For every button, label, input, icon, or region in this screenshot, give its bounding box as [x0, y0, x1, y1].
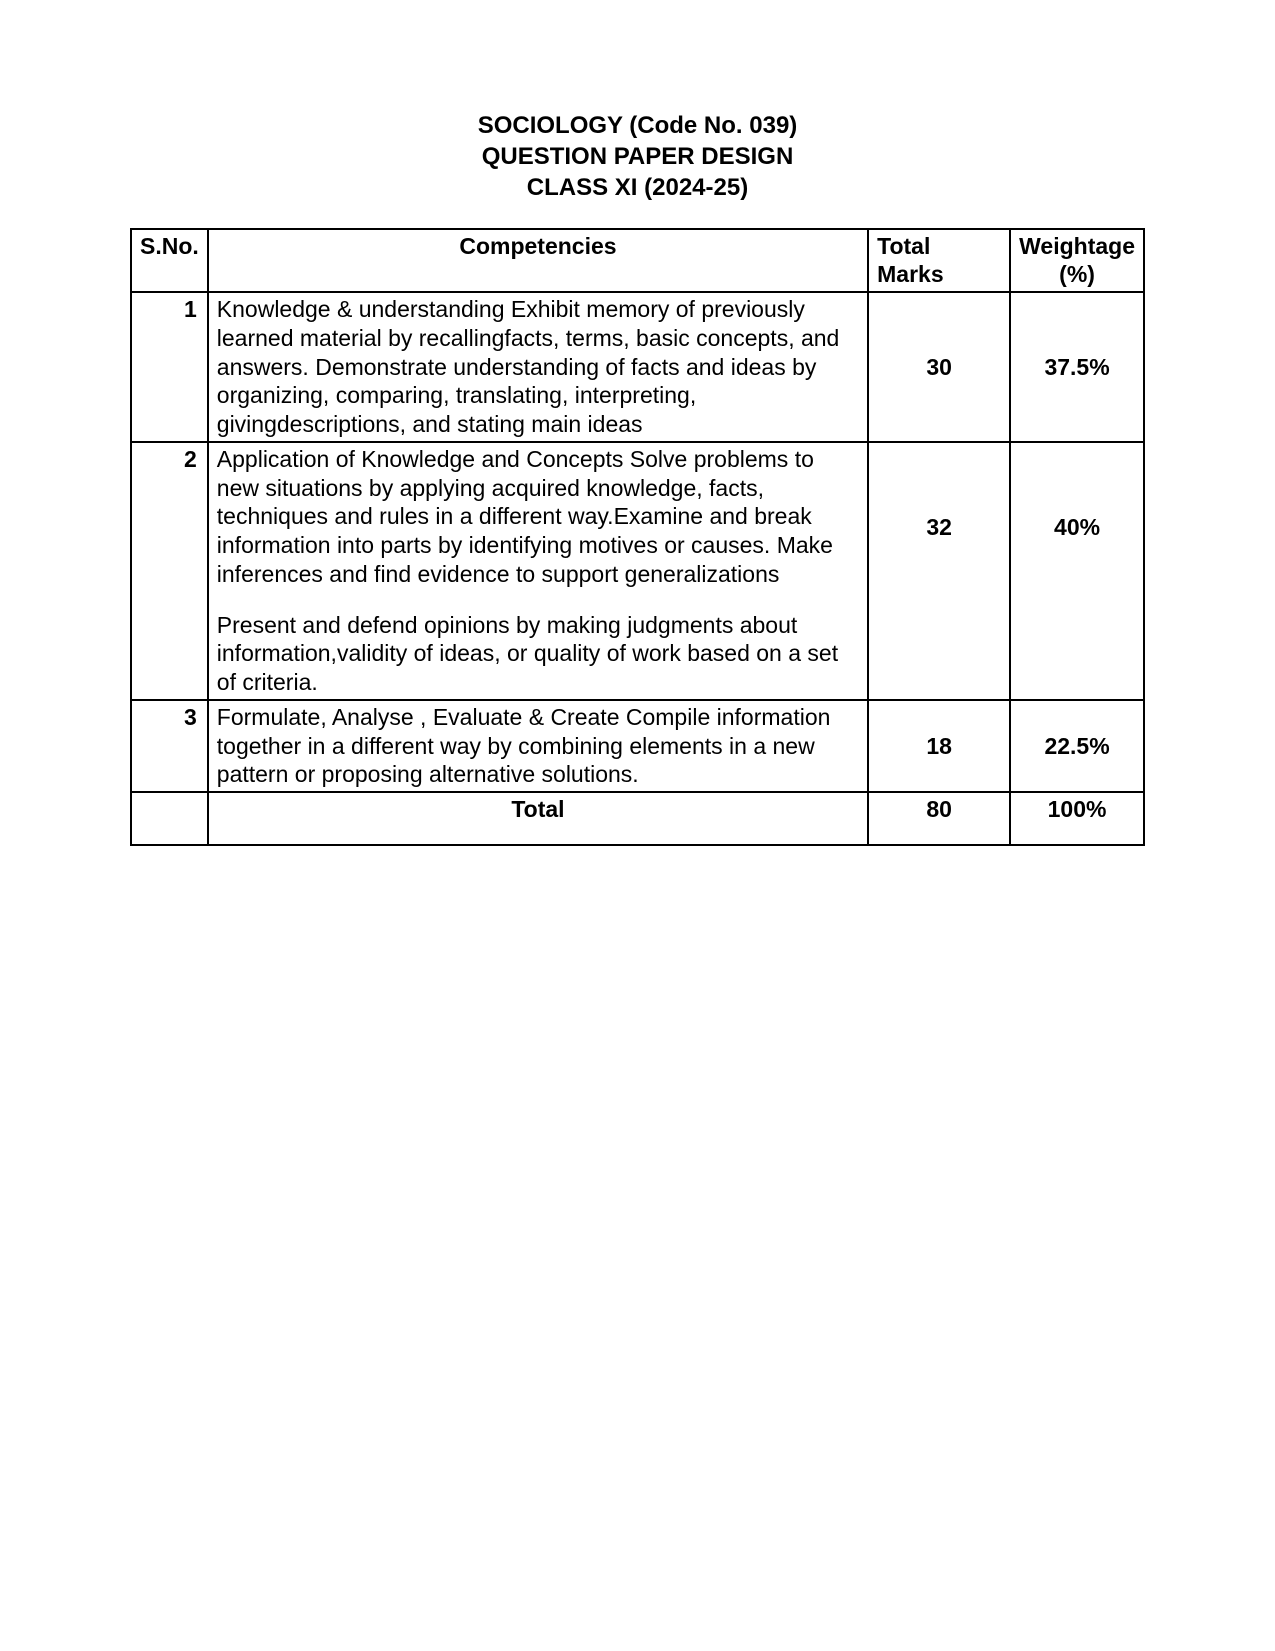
cell-competency: Application of Knowledge and Concepts So…	[208, 442, 868, 700]
cell-weightage: 40%	[1010, 442, 1144, 700]
table-row: 3 Formulate, Analyse , Evaluate & Create…	[131, 700, 1144, 792]
header-marks: Total Marks	[868, 229, 1010, 293]
competency-paragraph: Application of Knowledge and Concepts So…	[217, 446, 833, 587]
cell-sno: 2	[131, 442, 208, 700]
cell-total-weightage: 100%	[1010, 792, 1144, 845]
cell-weightage: 22.5%	[1010, 700, 1144, 792]
header-sno: S.No.	[131, 229, 208, 293]
cell-total-label: Total	[208, 792, 868, 845]
cell-marks: 30	[868, 292, 1010, 442]
cell-weightage: 37.5%	[1010, 292, 1144, 442]
cell-sno-empty	[131, 792, 208, 845]
paragraph-gap	[217, 589, 859, 611]
cell-marks: 32	[868, 442, 1010, 700]
title-line-3: CLASS XI (2024-25)	[130, 172, 1145, 203]
cell-sno: 1	[131, 292, 208, 442]
title-block: SOCIOLOGY (Code No. 039) QUESTION PAPER …	[130, 110, 1145, 204]
header-weightage: Weightage (%)	[1010, 229, 1144, 293]
document-page: SOCIOLOGY (Code No. 039) QUESTION PAPER …	[0, 0, 1275, 846]
table-total-row: Total 80 100%	[131, 792, 1144, 845]
table-header-row: S.No. Competencies Total Marks Weightage…	[131, 229, 1144, 293]
table-row: 2 Application of Knowledge and Concepts …	[131, 442, 1144, 700]
cell-total-marks: 80	[868, 792, 1010, 845]
cell-competency: Formulate, Analyse , Evaluate & Create C…	[208, 700, 868, 792]
cell-competency: Knowledge & understanding Exhibit memory…	[208, 292, 868, 442]
table-row: 1 Knowledge & understanding Exhibit memo…	[131, 292, 1144, 442]
competency-paragraph: Present and defend opinions by making ju…	[217, 612, 838, 696]
title-line-1: SOCIOLOGY (Code No. 039)	[130, 110, 1145, 141]
cell-sno: 3	[131, 700, 208, 792]
cell-marks: 18	[868, 700, 1010, 792]
title-line-2: QUESTION PAPER DESIGN	[130, 141, 1145, 172]
competencies-table: S.No. Competencies Total Marks Weightage…	[130, 228, 1145, 846]
header-competencies: Competencies	[208, 229, 868, 293]
